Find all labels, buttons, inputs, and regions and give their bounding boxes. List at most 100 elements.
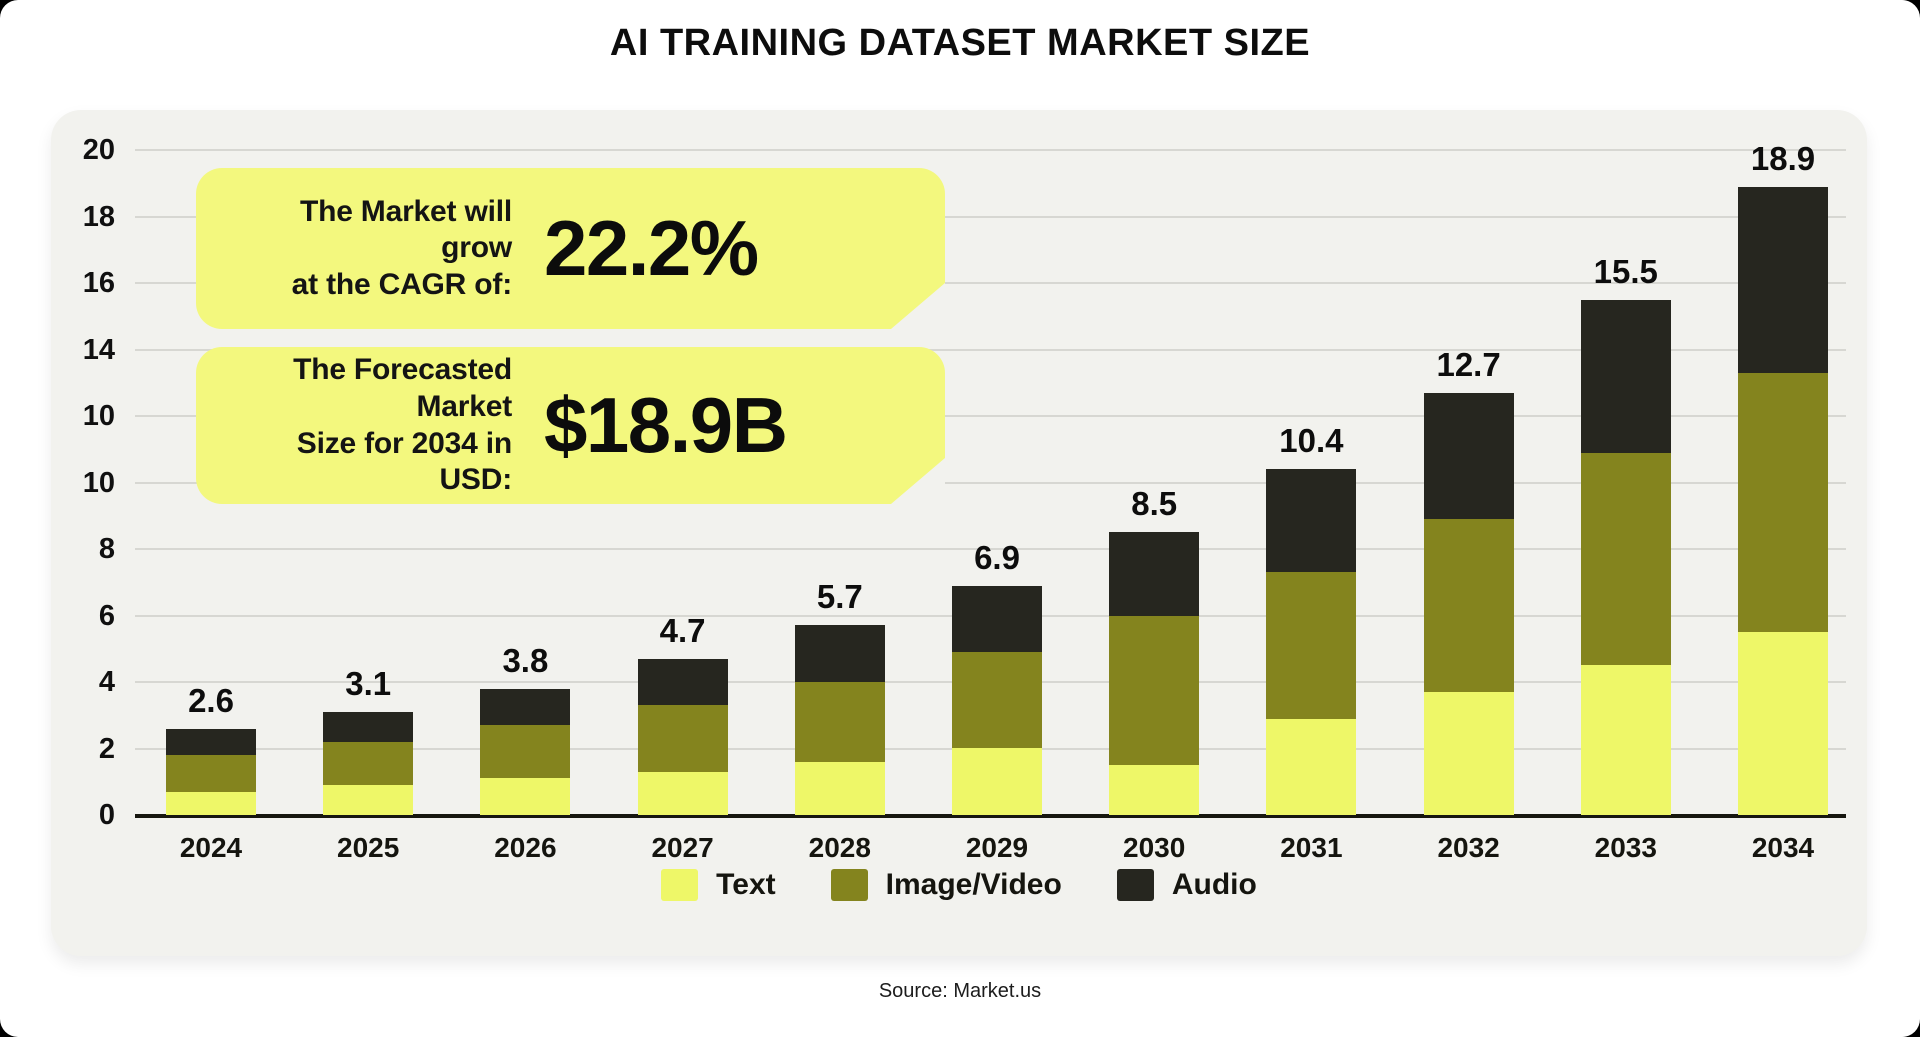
forecast-callout: The Forecasted Market Size for 2034 in U… — [196, 347, 945, 504]
forecast-callout-value: $18.9B — [544, 381, 788, 469]
bar-2031 — [1266, 469, 1357, 815]
y-tick-label: 10 — [82, 466, 115, 499]
gridline-20 — [135, 149, 1846, 151]
y-tick-label: 0 — [98, 799, 115, 831]
plot-area: 0 2 4 6 8 10 10 14 16 18 20 2.6 2024 3.1 2025 3.8 2026 4.… — [51, 110, 1867, 956]
x-tick-label: 2034 — [1751, 832, 1815, 863]
bar-value-label: 3.8 — [502, 641, 549, 679]
bar-segment-image-video — [166, 755, 256, 792]
bar-segment-audio — [166, 728, 256, 756]
bar-2029 — [952, 585, 1042, 815]
x-tick-label: 2033 — [1594, 832, 1657, 863]
x-tick-label: 2032 — [1437, 832, 1500, 863]
chart-panel: 0 2 4 6 8 10 10 14 16 18 20 2.6 2024 3.1 2025 3.8 2026 4.… — [51, 110, 1867, 956]
bar-segment-audio — [1738, 186, 1828, 373]
x-tick-label: 2027 — [651, 832, 714, 863]
callout-corner-cut — [891, 283, 945, 329]
x-tick-label: 2024 — [179, 832, 243, 863]
y-tick-label: 8 — [98, 533, 115, 565]
bar-value-label: 5.7 — [816, 578, 863, 616]
bar-value-label: 18.9 — [1750, 139, 1816, 177]
cagr-callout-label: The Market will grow at the CAGR of: — [291, 194, 513, 301]
cagr-callout: The Market will grow at the CAGR of: 22.… — [196, 168, 945, 329]
bar-segment-audio — [323, 711, 414, 742]
page-title: AI TRAINING DATASET MARKET SIZE — [609, 22, 1311, 64]
bar-value-label: 3.1 — [345, 664, 392, 702]
legend-label-text: Text — [716, 868, 776, 901]
bar-segment-image-video — [1423, 519, 1514, 692]
forecast-callout-label: The Forecasted Market Size for 2034 in U… — [293, 353, 512, 497]
y-tick-label: 20 — [82, 134, 115, 166]
bar-segment-image-video — [1580, 452, 1671, 666]
x-tick-label: 2028 — [808, 832, 871, 863]
callout-corner-cut — [891, 458, 945, 504]
x-tick-label: 2031 — [1280, 832, 1343, 863]
bar-segment-image-video — [323, 741, 414, 786]
bar-segment-image-video — [1266, 572, 1357, 719]
x-tick-label: 2029 — [965, 832, 1029, 863]
bar-segment-text — [323, 785, 414, 815]
bar-segment-image-video — [637, 705, 728, 772]
bar-segment-text — [1580, 665, 1671, 815]
legend-item-text: Text — [661, 868, 776, 902]
gridline-10 — [135, 481, 1846, 484]
legend-swatch-image-video — [830, 869, 868, 901]
gridline-8 — [135, 548, 1846, 550]
x-tick-label: 2030 — [1123, 832, 1186, 863]
bar-2025 — [323, 711, 414, 815]
legend-swatch-audio — [1116, 869, 1154, 901]
x-tick-label: 2025 — [337, 832, 400, 863]
cagr-callout-value: 22.2% — [544, 204, 759, 292]
bar-segment-image-video — [1738, 372, 1828, 633]
bar-segment-text — [794, 761, 885, 815]
bar-2032 — [1423, 392, 1514, 815]
y-tick-label: 16 — [82, 267, 115, 299]
bar-segment-text — [480, 778, 571, 815]
bar-segment-text — [1738, 632, 1828, 815]
bar-2030 — [1109, 532, 1200, 815]
y-tick-label: 2 — [98, 732, 115, 765]
y-tick-label: 6 — [98, 599, 115, 632]
bar-segment-audio — [952, 585, 1042, 653]
bar-segment-text — [637, 771, 728, 815]
bar-value-label: 2.6 — [188, 681, 234, 719]
bar-segment-text — [1423, 691, 1514, 815]
y-tick-label: 10 — [82, 400, 115, 432]
bar-segment-audio — [1580, 299, 1671, 453]
bar-segment-audio — [1266, 469, 1357, 573]
bar-segment-text — [952, 748, 1042, 815]
legend-item-image-video: Image/Video — [830, 868, 1062, 902]
bar-2034 — [1738, 186, 1828, 815]
bar-value-label: 12.7 — [1436, 345, 1501, 383]
bar-segment-text — [166, 791, 256, 815]
bar-value-label: 6.9 — [974, 538, 1020, 576]
bar-2028 — [794, 625, 885, 815]
bar-segment-audio — [637, 658, 728, 706]
bar-segment-audio — [794, 625, 885, 682]
bar-segment-audio — [480, 688, 571, 726]
gridline-16 — [135, 282, 1846, 284]
bar-2024 — [166, 728, 256, 815]
bar-2027 — [637, 658, 728, 815]
bar-segment-image-video — [952, 652, 1042, 749]
bar-segment-text — [1109, 765, 1200, 815]
legend-item-audio: Audio — [1116, 868, 1257, 902]
bar-segment-image-video — [1109, 615, 1200, 766]
legend-label-audio: Audio — [1171, 868, 1257, 901]
bar-value-label: 8.5 — [1131, 485, 1178, 523]
bar-value-label: 4.7 — [659, 611, 706, 649]
bar-segment-image-video — [794, 682, 885, 762]
legend: Text Image/Video Audio — [51, 868, 1867, 902]
legend-swatch-text — [661, 869, 699, 901]
source-text: Source: Market.us — [878, 980, 1042, 1002]
y-tick-label: 14 — [82, 333, 115, 366]
legend-label-image-video: Image/Video — [885, 868, 1062, 901]
x-tick-label: 2026 — [494, 832, 557, 863]
bar-value-label: 10.4 — [1279, 422, 1344, 460]
bar-segment-image-video — [480, 725, 571, 779]
bar-segment-audio — [1423, 392, 1514, 520]
gridline-14 — [135, 348, 1846, 351]
bar-segment-text — [1266, 718, 1357, 815]
y-tick-label: 18 — [82, 200, 115, 233]
